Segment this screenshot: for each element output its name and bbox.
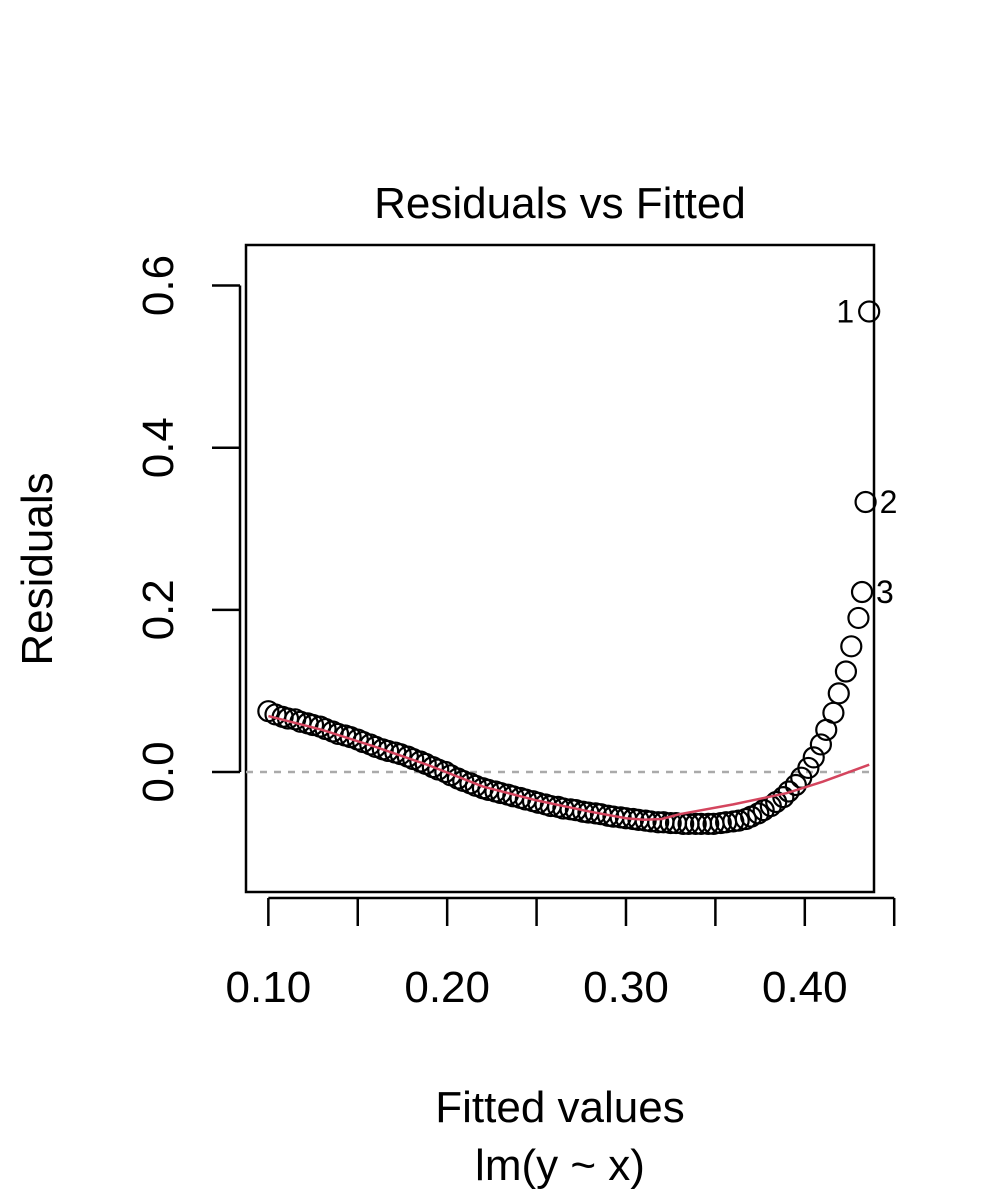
x-tick-label: 0.10 — [226, 963, 312, 1012]
data-point — [802, 746, 825, 769]
y-axis-label: Residuals — [13, 472, 62, 665]
data-point — [809, 733, 832, 756]
data-point — [850, 580, 874, 604]
x-axis-label: Fitted values — [435, 1083, 684, 1132]
data-point — [747, 802, 770, 825]
y-tick-label: 0.2 — [134, 579, 183, 640]
data-point — [797, 756, 820, 780]
data-point — [854, 490, 877, 514]
data-point — [822, 701, 845, 724]
y-tick-label: 0.6 — [134, 255, 183, 316]
data-point — [434, 760, 457, 784]
data-point — [834, 660, 858, 683]
y-tick-label: 0.0 — [134, 741, 183, 802]
plot-frame — [244, 243, 876, 894]
point-label: 3 — [876, 574, 894, 610]
data-point — [659, 811, 682, 835]
data-point — [684, 812, 707, 835]
data-point — [858, 300, 881, 323]
data-point — [827, 682, 850, 705]
data-point — [847, 606, 870, 630]
smoother-line — [268, 714, 870, 822]
data-point — [840, 635, 863, 658]
point-label: 1 — [836, 293, 854, 329]
chart-title: Residuals vs Fitted — [374, 179, 746, 228]
x-tick-label: 0.20 — [404, 963, 490, 1012]
data-point — [784, 773, 807, 797]
x-tick-label: 0.30 — [583, 963, 669, 1012]
data-point — [697, 812, 720, 835]
point-label: 2 — [880, 484, 898, 520]
data-point — [777, 780, 800, 803]
data-point — [647, 811, 670, 834]
x-tick-label: 0.40 — [762, 963, 848, 1012]
x-axis-sublabel: lm(y ~ x) — [475, 1141, 645, 1190]
plot-area: 0.10 0.20 0.30 0.40 0.0 0.2 0.4 0.6 1 2 3 — [134, 243, 898, 1012]
y-tick-label: 0.4 — [134, 417, 183, 478]
